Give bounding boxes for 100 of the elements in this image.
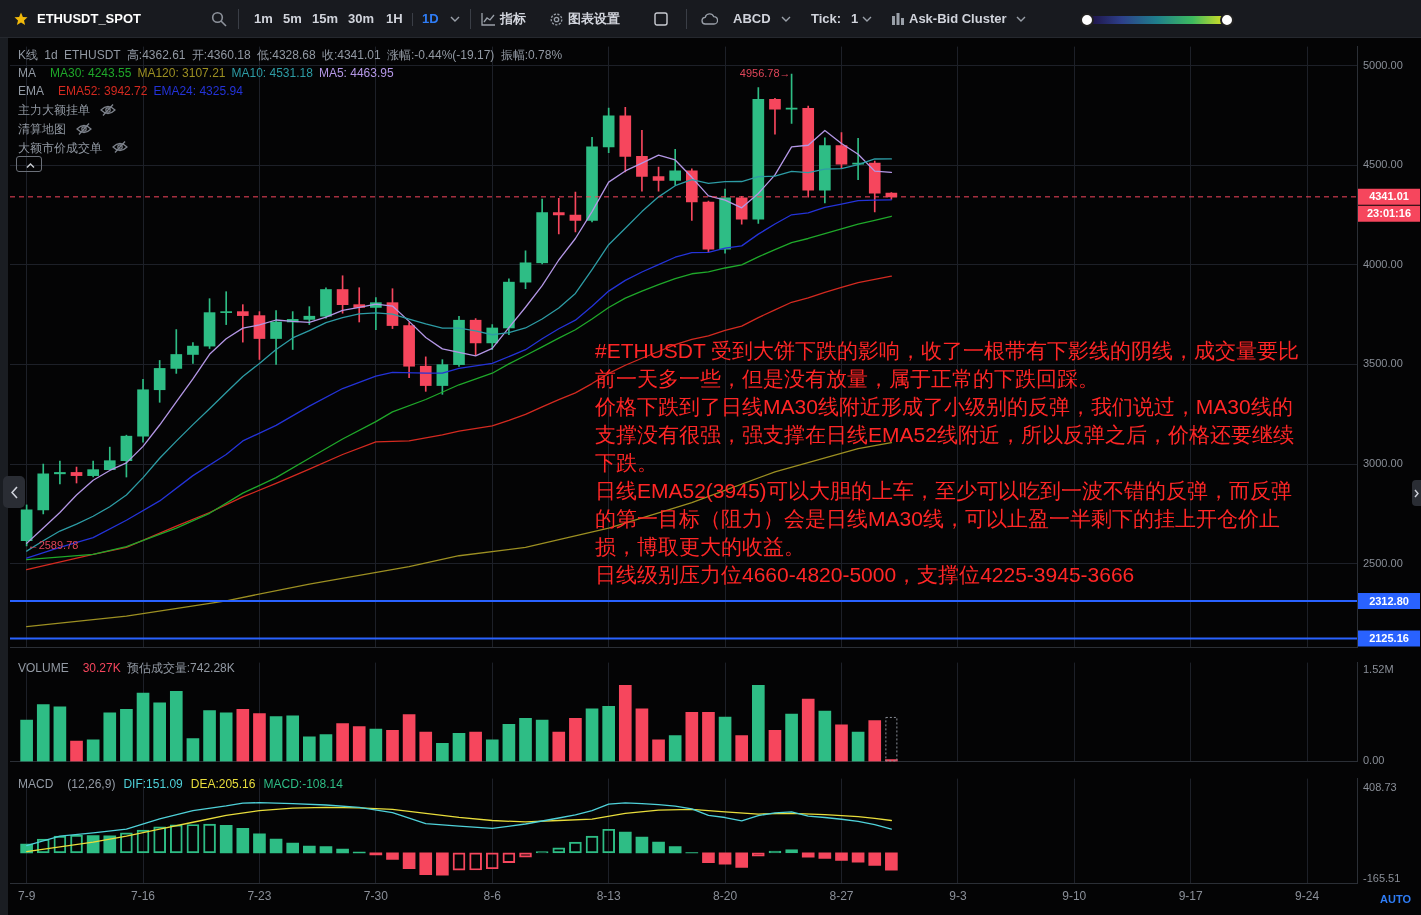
bar	[602, 705, 615, 762]
x-tick-label: 9-24	[1295, 888, 1320, 903]
text: ABCD	[733, 11, 771, 27]
text: 指标	[500, 11, 526, 27]
bar	[169, 691, 183, 762]
bar	[685, 711, 699, 762]
bar	[319, 734, 333, 762]
text: 1m	[254, 11, 273, 27]
text: 4341.01	[1369, 190, 1409, 203]
text: 1H	[386, 11, 403, 27]
annotation: 下跌。	[595, 450, 658, 476]
bar	[36, 704, 50, 762]
bar	[419, 731, 433, 762]
bar	[885, 852, 898, 871]
bar	[436, 743, 449, 762]
y-tick-label: 3000.00	[1363, 457, 1403, 470]
bar	[718, 716, 732, 762]
bar	[253, 713, 266, 762]
text: 23:01:16	[1366, 207, 1412, 220]
bar	[818, 852, 832, 859]
bar	[668, 846, 682, 854]
bar	[402, 714, 416, 762]
bar	[835, 724, 848, 762]
series-label: DIF:151.09	[123, 777, 183, 791]
annotation: K线 1d ETHUSDT 高:4362.61 开:4360.18 低:4328.68 收:4341.01 涨幅:-0.44%(-19.17) 振幅:0.78%	[18, 47, 563, 64]
candlestick	[54, 460, 66, 485]
annotation: 支撑没有很强，强支撑在日线EMA52线附近，所以反弹之后，价格还要继续	[595, 422, 1294, 448]
bar	[70, 740, 83, 762]
bar	[436, 852, 449, 876]
chart-title: VOLUME	[18, 661, 69, 675]
bar	[369, 728, 383, 762]
bar	[469, 731, 482, 762]
text: 1	[851, 11, 859, 27]
text: Tick:	[811, 11, 842, 27]
text: Ask-Bid Cluster	[909, 11, 1007, 27]
annotation: 预估成交量:742.28K	[126, 661, 235, 675]
bar	[186, 738, 200, 762]
bar	[336, 723, 349, 762]
bar	[319, 846, 333, 854]
bar	[851, 731, 865, 762]
text: EMA52: 3942.72	[58, 84, 148, 98]
text: 2312.80	[1369, 594, 1409, 607]
bar	[818, 710, 832, 762]
bar	[652, 841, 665, 854]
annotation: 大额市价成交单	[18, 140, 102, 155]
bar	[336, 848, 349, 854]
bar	[702, 711, 715, 762]
x-tick-label: 8-27	[829, 888, 854, 903]
x-tick-label: 9-10	[1062, 888, 1087, 903]
x-tick-label: 7-9	[17, 888, 36, 903]
bar	[868, 852, 882, 866]
text: MA120: 3107.21	[137, 66, 226, 80]
bar	[735, 735, 749, 762]
bar	[618, 685, 632, 762]
candlestick	[220, 291, 233, 325]
bar	[386, 852, 399, 860]
bar	[269, 716, 283, 762]
bar	[702, 852, 715, 864]
bar	[452, 732, 466, 762]
bar	[120, 708, 133, 762]
bar	[585, 708, 599, 762]
bar	[136, 692, 150, 762]
bar	[835, 852, 848, 861]
bar	[885, 716, 898, 762]
series-label: DEA:205.16	[190, 777, 256, 791]
annotation: 30.27K	[82, 661, 121, 675]
text: ETHUSDT_SPOT	[37, 11, 142, 27]
annotation: 日线级别压力位4660-4820-5000，支撑位4225-3945-3666	[595, 562, 1135, 588]
bar	[519, 717, 532, 762]
bar	[801, 698, 815, 762]
x-tick-label: 7-23	[247, 888, 272, 903]
y-tick-label: 0.00	[1363, 754, 1385, 767]
text: 30m	[348, 11, 375, 27]
x-tick-label: 8-13	[596, 888, 621, 903]
text: 2125.16	[1369, 631, 1409, 644]
text: MA30: 4243.55	[50, 66, 132, 80]
bar	[485, 739, 499, 762]
y-tick-label: 4000.00	[1363, 257, 1403, 270]
bar	[785, 713, 798, 762]
text: 5m	[283, 11, 302, 27]
bar	[569, 717, 582, 762]
bar	[668, 735, 682, 762]
bar	[303, 736, 316, 762]
x-tick-label: 9-17	[1178, 888, 1204, 903]
bar	[735, 852, 749, 868]
bar	[253, 833, 266, 854]
y-tick-label: 4500.00	[1363, 158, 1403, 171]
text: 图表设置	[568, 11, 620, 27]
text: 1D	[422, 11, 439, 27]
bar	[618, 831, 632, 854]
x-tick-label: 8-20	[713, 888, 738, 903]
bar	[652, 739, 665, 762]
text: MA5: 4463.95	[318, 66, 394, 80]
bar	[419, 852, 433, 876]
chart-subtitle: (12,26,9)	[67, 777, 116, 791]
text: MACD:-108.14	[263, 777, 343, 791]
bar	[386, 729, 399, 762]
y-tick-label: -165.51	[1363, 872, 1401, 885]
annotation: 4956.78→	[739, 67, 791, 80]
y-tick-label: 2500.00	[1363, 556, 1403, 569]
